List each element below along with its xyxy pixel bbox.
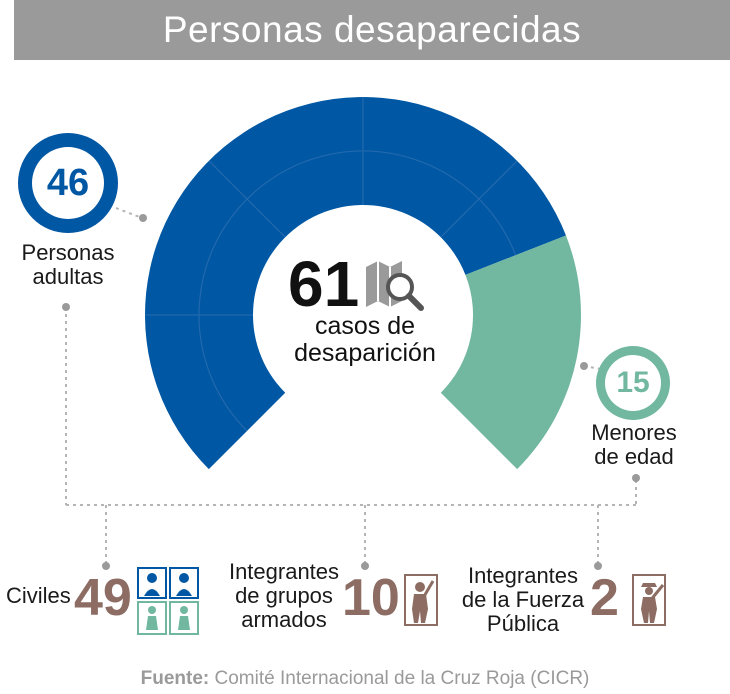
minors-value: 15	[616, 366, 650, 399]
armed-label: Integrantes de grupos armados	[228, 559, 340, 632]
donut-slice-minors	[440, 235, 581, 470]
minors-label: Menores de edad	[591, 420, 677, 469]
title-bar: Personas desaparecidas	[14, 0, 730, 60]
civiles-value: 49	[74, 569, 132, 627]
public-force-label: Integrantes de la Fuerza Pública	[461, 563, 585, 636]
minors-badge	[596, 346, 670, 420]
total-value: 61	[288, 248, 360, 320]
people-cards-icon	[137, 567, 199, 635]
adults-label: Personas adultas	[21, 240, 115, 289]
connector-lines	[65, 207, 637, 563]
civiles-label: Civiles	[6, 583, 71, 608]
source-text: Comité Internacional de la Cruz Roja (CI…	[209, 668, 590, 689]
page-title: Personas desaparecidas	[162, 9, 582, 50]
soldier-icon	[632, 574, 666, 626]
grid-arc	[198, 150, 517, 432]
source-prefix: Fuente:	[140, 668, 210, 689]
armed-person-icon	[404, 574, 438, 626]
map-search-icon	[366, 261, 424, 311]
source-note: Fuente: Comité Internacional de la Cruz …	[0, 668, 730, 690]
armed-value: 10	[342, 569, 400, 627]
public-force-value: 2	[590, 569, 619, 627]
adults-badge	[18, 133, 118, 233]
donut-slice-adults	[145, 96, 566, 470]
total-label: casos de desaparición	[294, 312, 436, 367]
adults-value: 46	[46, 162, 90, 204]
